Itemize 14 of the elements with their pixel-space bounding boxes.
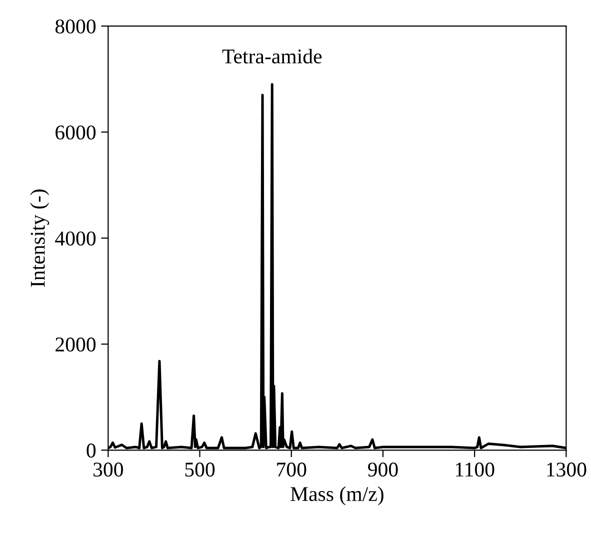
x-tick-label: 700 — [277, 462, 306, 477]
x-tick-label: 300 — [94, 462, 123, 477]
x-tick-label: 900 — [368, 462, 398, 477]
annotation: Tetra-amide — [222, 48, 322, 64]
y-axis-title: Intensity (-) — [30, 190, 50, 287]
x-tick-label: 1100 — [456, 462, 494, 477]
y-tick-label: 4000 — [55, 231, 96, 246]
x-tick-label: 1300 — [547, 462, 586, 477]
x-tick-label: 500 — [185, 462, 215, 477]
x-axis-title: Mass (m/z) — [290, 486, 384, 506]
y-tick-label: 0 — [86, 444, 96, 458]
y-tick-label: 8000 — [55, 19, 96, 34]
y-tick-label: 6000 — [56, 125, 96, 140]
y-tick-label: 2000 — [56, 338, 96, 352]
